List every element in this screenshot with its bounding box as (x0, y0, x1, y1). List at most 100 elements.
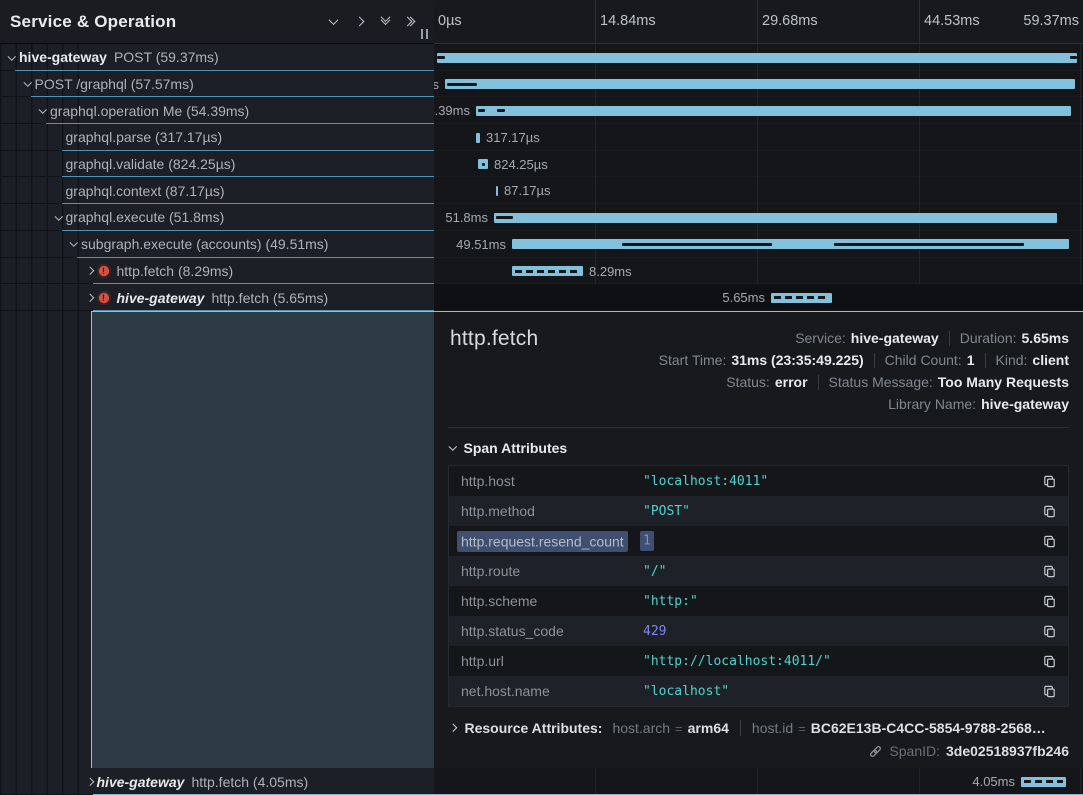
copy-icon[interactable] (1040, 592, 1058, 610)
span-attributes-title: Span Attributes (463, 440, 568, 456)
span-tree-row[interactable]: graphql.execute (51.8ms) (0, 204, 434, 231)
expand-one-icon[interactable] (346, 9, 372, 35)
timeline-row[interactable] (434, 44, 1083, 71)
span-attributes-table: http.host "localhost:4011" http.method "POS… (448, 465, 1069, 707)
copy-icon[interactable] (1040, 562, 1058, 580)
meta-divider (984, 352, 986, 368)
timeline-row[interactable]: 87.17µs (434, 177, 1083, 204)
span-bar[interactable] (771, 292, 832, 303)
timeline-row[interactable]: 49.51ms (434, 231, 1083, 258)
timeline-row[interactable]: 57.57ms (434, 71, 1083, 98)
span-attributes-header[interactable]: Span Attributes (434, 428, 1083, 465)
span-bar[interactable] (494, 212, 1057, 223)
span-bar[interactable] (512, 266, 583, 276)
attribute-row[interactable]: http.host "localhost:4011" (449, 466, 1068, 496)
chevron-right-icon[interactable] (83, 777, 97, 786)
attribute-value: "localhost:4011" (643, 474, 1040, 489)
span-tree-row[interactable]: POST /graphql (57.57ms) (0, 71, 434, 98)
span-meta-line: Status: error Status Message: Too Many Requ… (726, 371, 1069, 393)
span-tree-row[interactable]: graphql.operation Me (54.39ms) (0, 97, 434, 125)
row-underline (92, 283, 434, 285)
meta-label: Start Time: (658, 352, 727, 368)
chevron-down-icon[interactable] (5, 52, 19, 61)
copy-icon[interactable] (1040, 502, 1058, 520)
row-underline (61, 203, 434, 205)
bar-duration-label: 4.05ms (972, 774, 1015, 789)
attribute-row[interactable]: http.method "POST" (449, 496, 1068, 526)
attribute-value-text: "/" (643, 563, 667, 579)
span-bar[interactable] (437, 52, 1077, 63)
span-bar[interactable] (476, 105, 1071, 116)
bar-duration-label: 87.17µs (504, 183, 551, 199)
copy-icon[interactable] (1040, 532, 1058, 550)
chevron-down-icon[interactable] (52, 212, 66, 221)
copy-icon[interactable] (1040, 682, 1058, 700)
attribute-key: net.host.name (449, 683, 643, 699)
error-icon: ! (96, 263, 111, 278)
child-span-mark (622, 242, 772, 246)
attribute-value-text: 429 (643, 623, 667, 639)
span-tree-row[interactable]: ! hive-gateway http.fetch (5.65ms) (0, 284, 434, 311)
attribute-value-text: 1 (640, 531, 654, 551)
timeline-row[interactable]: 824.25µs (434, 151, 1083, 178)
row-underline (77, 256, 434, 258)
link-icon[interactable] (868, 744, 883, 759)
operation-label: http.fetch (5.65ms) (211, 289, 329, 306)
span-tree-row[interactable]: ! http.fetch (8.29ms) (0, 258, 434, 285)
timeline-row[interactable]: 51.8ms (434, 204, 1083, 231)
collapse-all-icon[interactable] (372, 9, 398, 35)
span-tree-row[interactable]: subgraph.execute (accounts) (49.51ms) (0, 231, 434, 258)
child-span-mark (1070, 56, 1077, 59)
meta-divider (948, 330, 950, 346)
timeline-row[interactable]: 4.05ms (434, 768, 1083, 795)
chevron-right-icon[interactable] (83, 266, 97, 275)
attribute-row[interactable]: net.host.name "localhost" (449, 676, 1068, 706)
meta-value: error (774, 374, 808, 390)
chevron-down-icon[interactable] (36, 105, 50, 114)
span-tree-row[interactable]: graphql.validate (824.25µs) (0, 151, 434, 178)
resource-key: host.arch (612, 720, 671, 736)
span-bar[interactable] (478, 159, 488, 170)
panel-resize-handle[interactable] (421, 29, 428, 39)
collapse-one-icon[interactable] (320, 9, 346, 35)
meta-value: 1 (966, 352, 975, 368)
resource-equals: = (675, 720, 683, 736)
attribute-row[interactable]: http.request.resend_count 1 (449, 526, 1068, 556)
chevron-right-icon[interactable] (83, 293, 97, 302)
attribute-row[interactable]: http.url "http://localhost:4011/" (449, 646, 1068, 676)
chevron-down-icon[interactable] (21, 78, 35, 87)
span-bar[interactable] (512, 239, 1069, 250)
ruler-tick: 44.53ms (924, 13, 980, 29)
attribute-row[interactable]: http.status_code 429 (449, 616, 1068, 646)
attribute-row[interactable]: http.route "/" (449, 556, 1068, 586)
timeline-row[interactable]: 54.39ms (434, 97, 1083, 124)
meta-value: 5.65ms (1021, 330, 1069, 346)
span-tree-row[interactable]: hive-gateway http.fetch (4.05ms) (0, 768, 309, 795)
selected-span-highlight (91, 311, 434, 768)
error-icon: ! (96, 290, 111, 305)
detail-separator (448, 427, 1069, 428)
timeline-row[interactable]: 8.29ms (434, 258, 1083, 285)
attribute-key: http.scheme (449, 593, 643, 609)
copy-icon[interactable] (1040, 652, 1058, 670)
resource-attributes-row[interactable]: Resource Attributes: host.arch = arm64 host… (434, 707, 1083, 736)
attribute-key-text: http.request.resend_count (457, 530, 628, 552)
bar-duration-label: 824.25µs (494, 156, 548, 172)
attribute-key: http.request.resend_count (449, 530, 643, 552)
span-tree-row[interactable]: hive-gateway POST (59.37ms) (0, 44, 434, 71)
timeline-row[interactable]: 317.17µs (434, 124, 1083, 151)
copy-icon[interactable] (1040, 472, 1058, 490)
span-bar[interactable] (445, 79, 1075, 90)
span-bar[interactable] (496, 185, 498, 196)
span-bar[interactable] (1021, 776, 1066, 787)
child-span-mark (482, 162, 485, 166)
chevron-down-icon[interactable] (67, 238, 81, 247)
bar-duration-label: 5.65ms (722, 290, 765, 306)
timeline-row[interactable]: 5.65ms (434, 284, 1083, 311)
span-bar[interactable] (476, 132, 480, 143)
attribute-row[interactable]: http.scheme "http:" (449, 586, 1068, 616)
copy-icon[interactable] (1040, 622, 1058, 640)
span-tree-row[interactable]: graphql.context (87.17µs) (0, 177, 434, 205)
span-tree-row[interactable]: graphql.parse (317.17µs) (0, 124, 434, 151)
meta-value: client (1032, 352, 1069, 368)
